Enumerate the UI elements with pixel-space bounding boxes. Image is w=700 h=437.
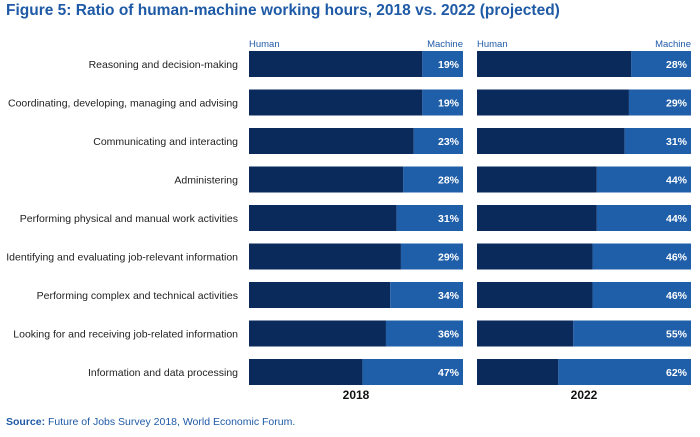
source-note: Source: Future of Jobs Survey 2018, Worl… xyxy=(6,416,295,428)
bar-human xyxy=(477,282,593,308)
bar-value-label: 47% xyxy=(438,367,460,379)
bar-human xyxy=(249,89,423,116)
bar-human xyxy=(477,243,593,270)
category-label: Information and data processing xyxy=(88,367,238,379)
bar-machine xyxy=(631,51,691,77)
panel-year-label: 2018 xyxy=(343,388,370,402)
bar-machine xyxy=(596,205,691,231)
bar-machine xyxy=(385,320,463,347)
bar-machine xyxy=(628,89,691,116)
category-label: Coordinating, developing, managing and a… xyxy=(8,98,238,110)
bar-machine xyxy=(558,359,691,385)
bar-human xyxy=(477,320,574,347)
bar-human xyxy=(249,282,391,308)
bar-human xyxy=(249,320,386,347)
category-label: Performing complex and technical activit… xyxy=(37,290,238,302)
legend-human-label: Human xyxy=(249,39,280,50)
bar-value-label: 44% xyxy=(666,213,688,225)
category-label: Communicating and interacting xyxy=(93,136,238,148)
bar-human xyxy=(477,51,632,77)
bar-value-label: 29% xyxy=(666,98,688,110)
bar-machine xyxy=(573,320,691,347)
bar-machine xyxy=(362,359,463,385)
bar-value-label: 19% xyxy=(438,59,460,71)
bar-human xyxy=(477,89,629,116)
category-label: Administering xyxy=(174,175,238,187)
bar-human xyxy=(477,128,625,154)
category-label: Looking for and receiving job-related in… xyxy=(13,329,238,341)
bar-value-label: 28% xyxy=(666,59,688,71)
bar-human xyxy=(477,166,597,193)
bar-value-label: 31% xyxy=(438,213,460,225)
bar-value-label: 29% xyxy=(438,252,460,264)
bar-machine xyxy=(422,51,463,77)
bar-value-label: 36% xyxy=(438,329,460,341)
bar-machine xyxy=(596,166,691,193)
source-text: Future of Jobs Survey 2018, World Econom… xyxy=(48,416,296,428)
bar-value-label: 46% xyxy=(666,290,688,302)
bar-human xyxy=(249,243,401,270)
panel-year-label: 2022 xyxy=(571,388,598,402)
bar-value-label: 44% xyxy=(666,175,688,187)
bar-machine xyxy=(592,243,691,270)
bar-machine xyxy=(592,282,691,308)
category-label: Identifying and evaluating job-relevant … xyxy=(6,252,238,264)
chart-title: Figure 5: Ratio of human-machine working… xyxy=(6,2,560,19)
bar-value-label: 62% xyxy=(666,367,688,379)
bar-machine xyxy=(390,282,463,308)
bar-value-label: 28% xyxy=(438,175,460,187)
bar-machine xyxy=(396,205,463,231)
bar-machine xyxy=(422,89,463,116)
bar-human xyxy=(249,359,363,385)
bar-value-label: 46% xyxy=(666,252,688,264)
bar-human xyxy=(249,205,397,231)
legend-machine-label: Machine xyxy=(655,39,691,50)
legend-human-label: Human xyxy=(477,39,508,50)
category-label: Reasoning and decision-making xyxy=(89,59,239,71)
bar-value-label: 34% xyxy=(438,290,460,302)
legend-machine-label: Machine xyxy=(427,39,463,50)
bar-human xyxy=(249,166,404,193)
bar-human xyxy=(477,359,559,385)
bar-human xyxy=(249,128,414,154)
source-label: Source: xyxy=(6,416,46,428)
bar-value-label: 31% xyxy=(666,136,688,148)
bar-value-label: 23% xyxy=(438,136,460,148)
bar-machine xyxy=(413,128,463,154)
bar-machine xyxy=(624,128,691,154)
bar-machine xyxy=(403,166,463,193)
category-label: Performing physical and manual work acti… xyxy=(20,213,238,225)
bar-machine xyxy=(400,243,463,270)
bar-value-label: 55% xyxy=(666,329,688,341)
bar-value-label: 19% xyxy=(438,98,460,110)
bar-human xyxy=(477,205,597,231)
bar-human xyxy=(249,51,423,77)
